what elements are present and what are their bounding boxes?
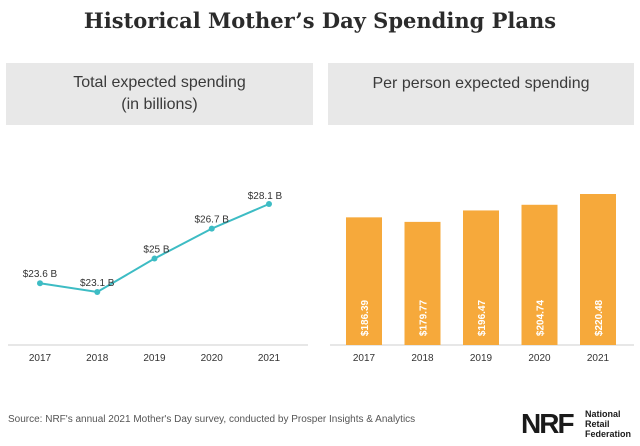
line-x-tick-label: 2019 [143,353,166,364]
bar-data-label: $220.48 [594,299,605,336]
bar-data-label: $186.39 [360,299,371,336]
bar-x-tick-label: 2017 [353,353,376,364]
line-data-label: $25 B [143,245,169,256]
bar-x-tick-label: 2020 [528,353,551,364]
bar [463,210,499,345]
line-point [94,289,101,295]
bar [404,221,441,345]
line-x-tick-label: 2017 [29,353,52,364]
line-data-label: $28.1 B [248,191,283,202]
bar-data-label: $204.74 [536,299,547,336]
left-panel-title-line1: Total expected spending [73,74,246,91]
right-panel-header: Per person expected spending [328,63,634,125]
line-x-tick-label: 2021 [258,353,281,364]
nrf-logo-mark: NRF [521,408,575,439]
line-data-label: $23.6 B [23,269,58,280]
nrf-logo-name: National Retail Federation [585,409,632,439]
line-x-tick-label: 2018 [86,353,109,364]
right-panel-title: Per person expected spending [372,75,590,92]
bar-x-tick-label: 2018 [411,353,434,364]
line-data-label: $23.1 B [80,278,115,289]
chart-title: Historical Mother’s Day Spending Plans [83,8,557,33]
bar-data-label: $196.47 [477,299,488,336]
nrf-logo: NRF National Retail Federation [521,408,636,440]
bar-data-label: $179.77 [419,299,430,336]
bar-x-tick-label: 2019 [470,353,493,364]
bar [346,217,382,345]
line-point [37,280,43,287]
line-point [266,201,272,207]
source-note: Source: NRF's annual 2021 Mother's Day s… [8,414,416,425]
line-x-tick-label: 2020 [201,353,224,364]
bar [580,194,616,345]
left-panel-header: Total expected spending (in billions) [6,63,313,125]
line-data-label: $26.7 B [195,215,230,226]
line-point [208,225,215,232]
line-point [151,255,158,262]
bar [521,204,558,345]
bar-x-tick-label: 2021 [587,353,610,364]
left-panel-title-line2: (in billions) [121,96,198,113]
